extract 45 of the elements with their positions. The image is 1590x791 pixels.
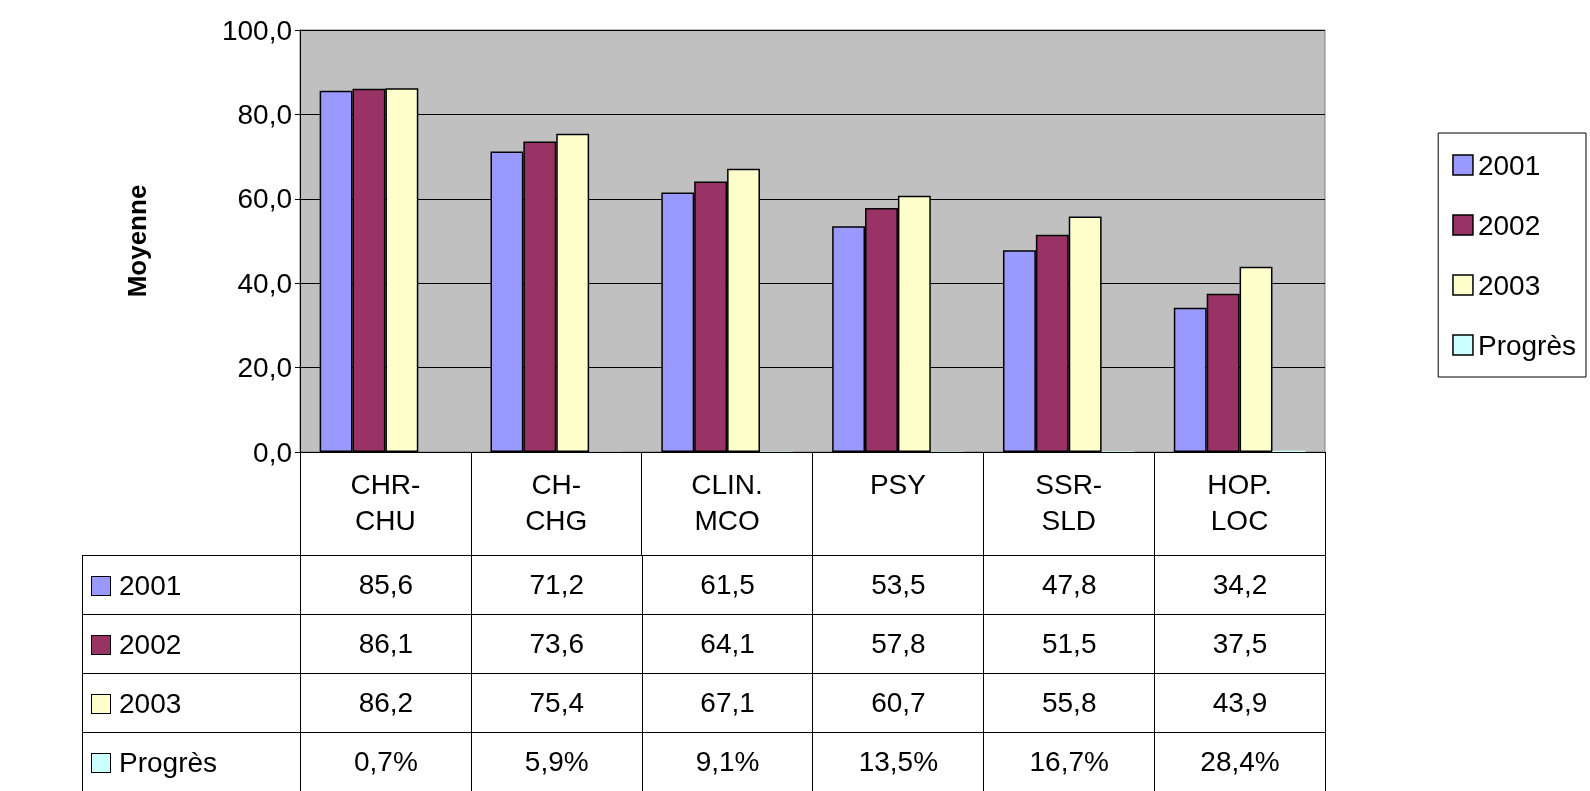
data-label: 34,2 [1154,555,1326,615]
data-label: 51,5 [983,614,1155,674]
data-label: 67,1 [642,673,813,733]
x-tick-label: CH-CHG [525,468,588,536]
data-label: 86,1 [300,614,472,674]
data-label: 47,8 [983,555,1155,615]
y-tick-label: 100,0 [221,14,292,46]
data-label: 9,1% [642,732,813,791]
data-label: 37,5 [1154,614,1326,674]
data-label: 16,7% [983,732,1155,791]
x-tick-label: CHR-CHU [350,468,421,536]
legend-label: 2002 [1477,209,1541,241]
text: 2002 [119,628,182,660]
x-tick-label: CLIN. MCO [691,468,763,536]
text: 2001 [1477,149,1541,181]
y-tick-label: 20,0 [237,352,292,384]
x-tick-label: HOP. LOC [1207,468,1273,536]
x-tick-label: PSY [869,468,927,500]
data-label: 13,5% [812,732,984,791]
legend-label: Progrès [1477,329,1577,361]
data-label: 0,7% [300,732,472,791]
data-label: 86,2 [300,673,472,733]
data-label: 60,7 [812,673,984,733]
data-label: 71,2 [471,555,643,615]
data-label: 57,8 [812,614,984,674]
y-axis-title: Moyenne [122,184,152,298]
data-label: 75,4 [471,673,643,733]
data-label: 73,6 [471,614,643,674]
legend-label: 2001 [119,569,182,601]
data-label: 53,5 [812,555,984,615]
y-tick-label: 40,0 [237,267,292,299]
data-label: 85,6 [300,555,472,615]
data-label: 55,8 [983,673,1155,733]
text: Progrès [119,746,218,778]
data-label: 64,1 [642,614,813,674]
y-tick-label: 60,0 [237,183,292,215]
data-label: 43,9 [1154,673,1326,733]
data-label: 28,4% [1154,732,1326,791]
data-label: 61,5 [642,555,813,615]
y-tick-label: 80,0 [237,98,292,130]
data-label: 5,9% [471,732,643,791]
text: 2003 [119,687,182,719]
legend-label: 2003 [1477,269,1541,301]
x-tick-label: SSR-SLD [1035,468,1103,536]
y-tick-label: 0,0 [253,436,292,468]
